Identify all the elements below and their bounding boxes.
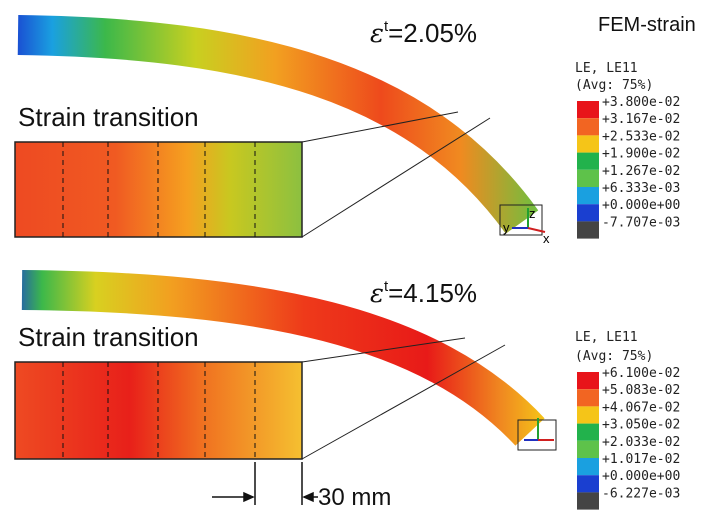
strain-value: =2.05% [388, 18, 477, 48]
legend-title: LE, LE11 [575, 330, 638, 345]
dimension-label: 30 mm [318, 484, 391, 511]
legend-label: -6.227e-03 [602, 486, 680, 501]
legend-swatch [577, 221, 599, 238]
legend-label: +1.267e-02 [602, 164, 680, 179]
figure: z y x εt=2.05% FEM-strain Strain transit… [0, 0, 716, 517]
legend-swatch [577, 153, 599, 170]
legend-label: +0.000e+00 [602, 198, 680, 213]
inset-label: Strain transition [18, 102, 199, 132]
legend-swatch [577, 204, 599, 221]
strain-symbol: ε [370, 19, 384, 49]
legend-subtitle: (Avg: 75%) [575, 78, 653, 93]
legend-swatch [577, 170, 599, 187]
legend-label: +1.017e-02 [602, 452, 680, 467]
legend-label: +5.083e-02 [602, 383, 680, 398]
legend-swatch [577, 424, 599, 441]
legend-swatch [577, 406, 599, 423]
legend-swatch [577, 135, 599, 152]
dimension [212, 462, 318, 505]
axis-label: z [529, 206, 536, 221]
legend-swatch [577, 187, 599, 204]
legend-label: +6.333e-03 [602, 181, 680, 196]
legend-label: +6.100e-02 [602, 366, 680, 381]
axis-label: y [503, 220, 510, 235]
legend-swatch [577, 475, 599, 492]
legend-label: +2.033e-02 [602, 435, 680, 450]
legend-label: +3.050e-02 [602, 418, 680, 433]
legend-swatch [577, 458, 599, 475]
legend-label: +3.167e-02 [602, 112, 680, 127]
strain-value: =4.15% [388, 278, 477, 308]
legend: +3.800e-02 +3.167e-02 +2.533e-02 +1.900e-02… [577, 95, 680, 239]
legend-label: +2.533e-02 [602, 129, 680, 144]
legend-label: +4.067e-02 [602, 400, 680, 415]
legend-swatch [577, 389, 599, 406]
strain-label: εt=2.05% [370, 18, 477, 49]
legend-label: -7.707e-03 [602, 215, 680, 230]
legend-label: +3.800e-02 [602, 95, 680, 110]
legend-title: LE, LE11 [575, 61, 638, 76]
strain-symbol: ε [370, 279, 384, 309]
legend-swatch [577, 441, 599, 458]
legend-swatch [577, 492, 599, 509]
legend-swatch [577, 372, 599, 389]
strain-label: εt=4.15% [370, 278, 477, 309]
legend-swatch [577, 118, 599, 135]
inset-label: Strain transition [18, 322, 199, 352]
axis-label: x [543, 231, 550, 246]
heading: FEM-strain [598, 14, 696, 36]
legend-label: +1.900e-02 [602, 147, 680, 162]
legend-label: +0.000e+00 [602, 469, 680, 484]
legend: +6.100e-02 +5.083e-02 +4.067e-02 +3.050e-02… [577, 366, 680, 510]
legend-swatch [577, 101, 599, 118]
legend-subtitle: (Avg: 75%) [575, 349, 653, 364]
